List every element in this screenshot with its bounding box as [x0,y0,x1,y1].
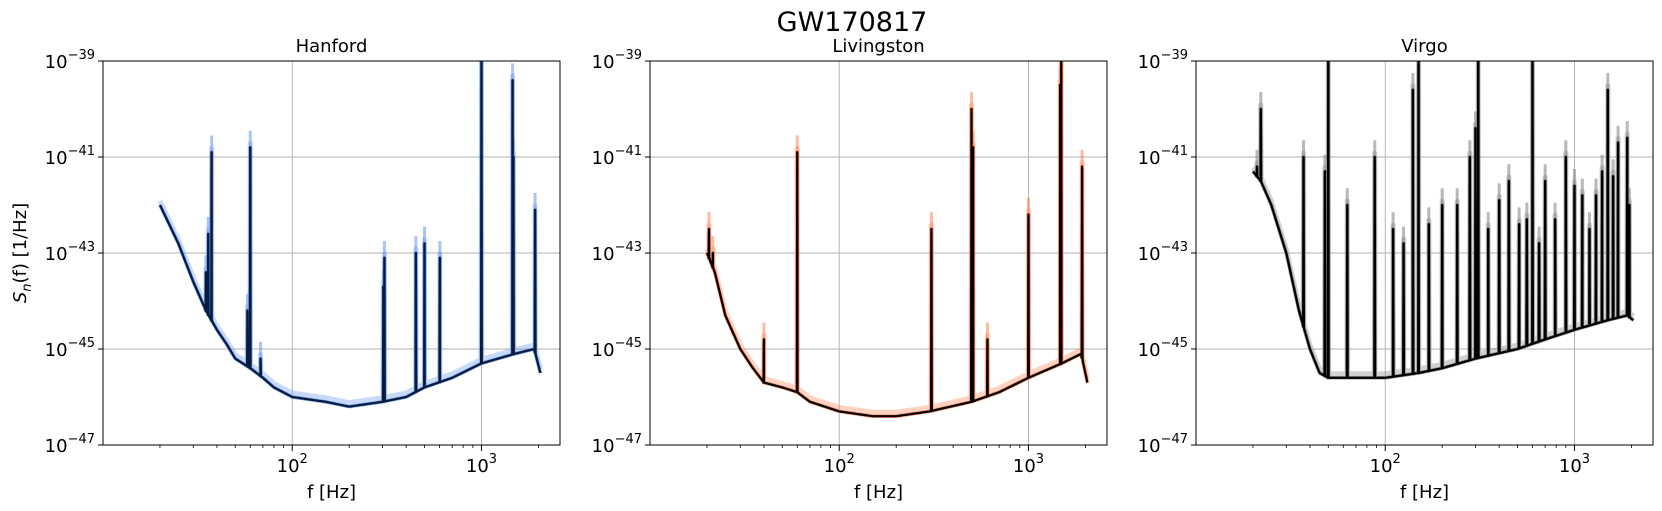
ylabel-subscript: n [20,283,35,291]
panel-livingston-ytick-label-0: 10−47 [592,432,642,457]
panel-livingston-y-tick-base-0: 10 [592,436,615,457]
panel-virgo-y-tick-exponent-1: −45 [1161,336,1188,351]
panel-virgo-y-tick-exponent-4: −39 [1161,48,1188,63]
panel-virgo-y-tick-base-1: 10 [1138,340,1161,361]
panel-hanford-y-tick-base-1: 10 [45,340,68,361]
panel-virgo-y-tick-base-2: 10 [1138,244,1161,265]
panel-hanford-xtick-label-0: 102 [277,452,308,477]
panel-hanford-x-tick-exponent-0: 2 [300,452,308,467]
panel-virgo-ytick-label-0: 10−47 [1138,432,1188,457]
panel-virgo-x-tick-exponent-0: 2 [1393,452,1401,467]
panel-hanford-y-tick-base-2: 10 [45,244,68,265]
panel-livingston-y-tick-exponent-0: −47 [615,432,642,447]
panel-livingston-plot-area [704,61,1090,418]
panel-livingston-x-tick-exponent-0: 2 [847,452,855,467]
panel-virgo-xtick-label-0: 102 [1370,452,1401,477]
panel-livingston-x-tick-base-1: 10 [1013,456,1036,477]
panel-hanford-y-tick-exponent-0: −47 [68,432,95,447]
panel-virgo-y-tick-exponent-0: −47 [1161,432,1188,447]
panel-virgo-x-tick-base-1: 10 [1559,456,1582,477]
panel-livingston-y-tick-exponent-1: −45 [615,336,642,351]
panel-hanford-xlabel: f [Hz] [307,482,356,503]
panel-livingston-median-psd [705,61,1089,418]
panel-virgo-title: Virgo [1401,36,1447,57]
panel-livingston-y-tick-exponent-2: −43 [615,240,642,255]
panel-hanford-ytick-label-4: 10−39 [45,48,95,73]
panel-virgo-ytick-label-2: 10−43 [1138,240,1188,265]
ylabel-rest: (f) [1/Hz] [10,203,31,284]
panel-livingston-y-tick-base-4: 10 [592,52,615,73]
panel-livingston-y-tick-exponent-4: −39 [615,48,642,63]
panel-livingston-ytick-label-2: 10−43 [592,240,642,265]
panel-hanford-plot-area [157,61,543,409]
panel-hanford-ytick-label-0: 10−47 [45,432,95,457]
panel-livingston-xlabel: f [Hz] [854,482,903,503]
panel-hanford-ytick-label-2: 10−43 [45,240,95,265]
panel-virgo-plot-area [1251,61,1636,380]
panel-hanford-ylabel: Sn(f) [1/Hz] [10,203,35,303]
panel-hanford-y-tick-base-3: 10 [45,148,68,169]
panel-hanford-ytick-label-3: 10−41 [45,144,95,169]
panel-livingston-y-tick-base-1: 10 [592,340,615,361]
panel-hanford-title: Hanford [296,36,368,57]
panel-hanford-y-tick-exponent-3: −41 [68,144,95,159]
ylabel-symbol: S [10,292,31,303]
panel-hanford-x-tick-base-0: 10 [277,456,300,477]
panel-hanford-y-tick-base-0: 10 [45,436,68,457]
panel-livingston-xtick-label-0: 102 [824,452,855,477]
panel-virgo-xtick-label-1: 103 [1559,452,1590,477]
panel-virgo-y-tick-exponent-3: −41 [1161,144,1188,159]
panel-virgo-ytick-label-3: 10−41 [1138,144,1188,169]
panel-livingston-title: Livingston [832,36,924,57]
figure-title: GW170817 [777,7,928,38]
panel-hanford-median-psd [158,61,542,408]
panel-livingston-ytick-label-1: 10−45 [592,336,642,361]
panel-virgo-x-tick-exponent-1: 3 [1582,452,1590,467]
panel-virgo-x-tick-base-0: 10 [1370,456,1393,477]
panel-hanford-y-tick-base-4: 10 [45,52,68,73]
panel-livingston-xtick-label-1: 103 [1013,452,1044,477]
panel-virgo-y-tick-base-3: 10 [1138,148,1161,169]
panel-livingston-ytick-label-4: 10−39 [592,48,642,73]
panel-livingston-y-tick-base-3: 10 [592,148,615,169]
panel-hanford-y-tick-exponent-2: −43 [68,240,95,255]
panel-virgo-ytick-label-1: 10−45 [1138,336,1188,361]
panel-hanford-xtick-label-1: 103 [466,452,497,477]
panel-virgo-y-tick-base-0: 10 [1138,436,1161,457]
panel-livingston-y-tick-exponent-3: −41 [615,144,642,159]
panel-hanford-y-tick-exponent-1: −45 [68,336,95,351]
panel-hanford-ytick-label-1: 10−45 [45,336,95,361]
panel-livingston-x-tick-base-0: 10 [824,456,847,477]
panel-virgo-y-tick-base-4: 10 [1138,52,1161,73]
panel-livingston-x-tick-exponent-1: 3 [1036,452,1044,467]
panel-hanford-y-tick-exponent-4: −39 [68,48,95,63]
panel-hanford-x-tick-exponent-1: 3 [489,452,497,467]
panel-virgo-xlabel: f [Hz] [1400,482,1449,503]
panel-hanford-x-tick-base-1: 10 [466,456,489,477]
panel-livingston-y-tick-base-2: 10 [592,244,615,265]
panel-virgo-ytick-label-4: 10−39 [1138,48,1188,73]
panel-virgo-y-tick-exponent-2: −43 [1161,240,1188,255]
panel-livingston-ytick-label-3: 10−41 [592,144,642,169]
panel-virgo-median-psd [1252,61,1635,379]
